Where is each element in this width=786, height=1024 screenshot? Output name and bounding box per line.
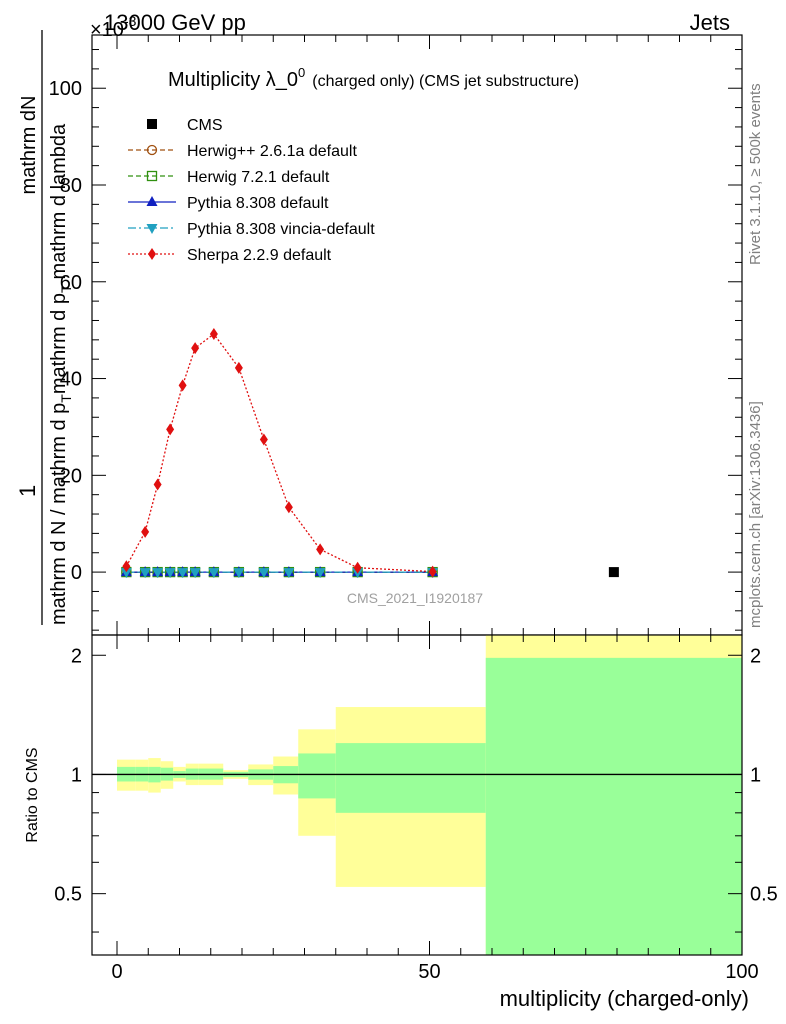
legend-marker [148, 248, 156, 260]
cms-data-point [608, 567, 619, 578]
ratio-band-stat [298, 753, 336, 799]
series-point-sherpa-2-2-9-default [166, 423, 175, 436]
legend-label: Herwig 7.2.1 default [187, 169, 330, 186]
ratio-panel: 0.5 0.5 1 1 2 2 0 50 100 Ratio to CMS multiplic… [24, 634, 778, 1011]
y-label-denominator: mathrm d N / mathrm d pTmathrm d pTmathr… [48, 123, 74, 625]
main-y-axis-label: 1 mathrm dN mathrm d N / mathrm d pTmath… [15, 30, 74, 625]
series-point-sherpa-2-2-9-default [284, 501, 293, 514]
ratio-y-axis-label: Ratio to CMS [24, 747, 41, 842]
x-tick-label: 0 [111, 961, 122, 983]
main-plot-title-main: Multiplicity λ_0 [168, 69, 298, 91]
main-y-tick-label: 60 [60, 272, 82, 294]
header-energy-label: 13000 GeV pp [104, 10, 246, 35]
series-point-pythia-8-308-vincia-default [208, 568, 220, 579]
series-point-sherpa-2-2-9-default [178, 379, 187, 392]
y-label-denominator-tail: mathrm d p [48, 293, 70, 394]
y-label-tail-end: mathrm d lambda [48, 123, 70, 279]
rivet-version-label: Rivet 3.1.10, ≥ 500k events [747, 83, 764, 265]
ratio-y-tick-label-right: 2 [750, 645, 761, 667]
series-point-pythia-8-308-vincia-default [283, 568, 295, 579]
main-y-tick-label: 40 [60, 369, 82, 391]
series-point-sherpa-2-2-9-default [353, 561, 362, 574]
mcplots-label: mcplots.cern.ch [arXiv:1306.3436] [747, 401, 764, 628]
x-axis-label: multiplicity (charged-only) [500, 986, 749, 1011]
ratio-y-tick-label: 2 [71, 645, 82, 667]
y-exponent-base: ×10 [90, 19, 124, 41]
y-label-denominator-main: mathrm d N / mathrm d p [48, 403, 70, 625]
x-tick-label: 50 [418, 961, 440, 983]
ratio-y-tick-label-right: 0.5 [750, 884, 778, 906]
y-label-tail-sub: T [58, 284, 74, 293]
series-point-sherpa-2-2-9-default [316, 543, 325, 556]
main-plot-title: Multiplicity λ_00 (charged only) (CMS jet… [168, 65, 579, 91]
legend-marker [146, 196, 158, 206]
series-point-sherpa-2-2-9-default [428, 565, 437, 578]
ratio-y-tick-label: 1 [71, 764, 82, 786]
main-y-tick-label: 20 [60, 465, 82, 487]
series-point-pythia-8-308-vincia-default [120, 568, 132, 579]
main-y-tick-label: 80 [60, 175, 82, 197]
x-tick-label: 100 [725, 961, 758, 983]
legend-marker [146, 224, 158, 234]
legend-label: CMS [187, 117, 223, 134]
x-axis-ticks: 0 50 100 [111, 635, 759, 983]
legend-marker-cms [147, 119, 157, 129]
ratio-plot-frame [91, 634, 743, 956]
ratio-y-tick-label: 0.5 [54, 884, 82, 906]
y-exponent-power: -3 [124, 13, 137, 29]
main-y-tick-label: 0 [71, 562, 82, 584]
y-label-denominator-sub: T [58, 394, 74, 403]
series-point-sherpa-2-2-9-default [259, 433, 268, 446]
legend-label: Pythia 8.308 default [187, 195, 329, 212]
legend-marker [146, 144, 158, 156]
series-point-sherpa-2-2-9-default [153, 478, 162, 491]
ratio-y-tick-label-right: 1 [750, 764, 761, 786]
ratio-band-stat [335, 743, 486, 813]
series-point-pythia-8-308-vincia-default [177, 568, 189, 579]
series-point-pythia-8-308-vincia-default [189, 568, 201, 579]
legend-label: Herwig++ 2.6.1a default [187, 143, 357, 160]
ratio-y-ticks: 0.5 0.5 1 1 2 2 [54, 645, 778, 933]
y-label-numerator-note: mathrm dN [18, 96, 40, 195]
header-process-label: Jets [690, 10, 730, 35]
legend-label: Sherpa 2.2.9 default [187, 247, 332, 264]
series-point-pythia-8-308-vincia-default [314, 568, 326, 579]
legend-marker [146, 170, 158, 182]
analysis-watermark: CMS_2021_I1920187 [347, 590, 483, 606]
cms-data-points [608, 567, 619, 578]
series-point-sherpa-2-2-9-default [209, 328, 218, 341]
main-plot-title-sup: 0 [298, 65, 305, 80]
series-point-pythia-8-308-vincia-default [139, 568, 151, 579]
main-y-ticks: 0 20 40 60 80 100 [49, 35, 743, 635]
series-point-sherpa-2-2-9-default [234, 361, 243, 374]
series-point-sherpa-2-2-9-default [191, 342, 200, 355]
series-point-pythia-8-308-vincia-default [164, 568, 176, 579]
series-point-sherpa-2-2-9-default [122, 560, 131, 573]
main-plot-title-suffix: (charged only) (CMS jet substructure) [312, 73, 579, 90]
ratio-band-stat [485, 657, 742, 955]
legend: CMS Herwig++ 2.6.1a default Herwig 7.2.1 d… [128, 117, 375, 264]
y-label-numerator: 1 [15, 485, 40, 497]
main-series-markers [120, 328, 439, 579]
series-point-sherpa-2-2-9-default [141, 525, 150, 538]
series-point-pythia-8-308-vincia-default [233, 568, 245, 579]
main-y-tick-label: 100 [49, 78, 82, 100]
legend-label: Pythia 8.308 vincia-default [187, 221, 375, 238]
main-series-lines [125, 333, 433, 573]
ratio-uncertainty-bands [117, 635, 742, 955]
series-point-pythia-8-308-vincia-default [258, 568, 270, 579]
series-line-sherpa-2-2-9-default [125, 333, 433, 573]
series-point-pythia-8-308-vincia-default [152, 568, 164, 579]
